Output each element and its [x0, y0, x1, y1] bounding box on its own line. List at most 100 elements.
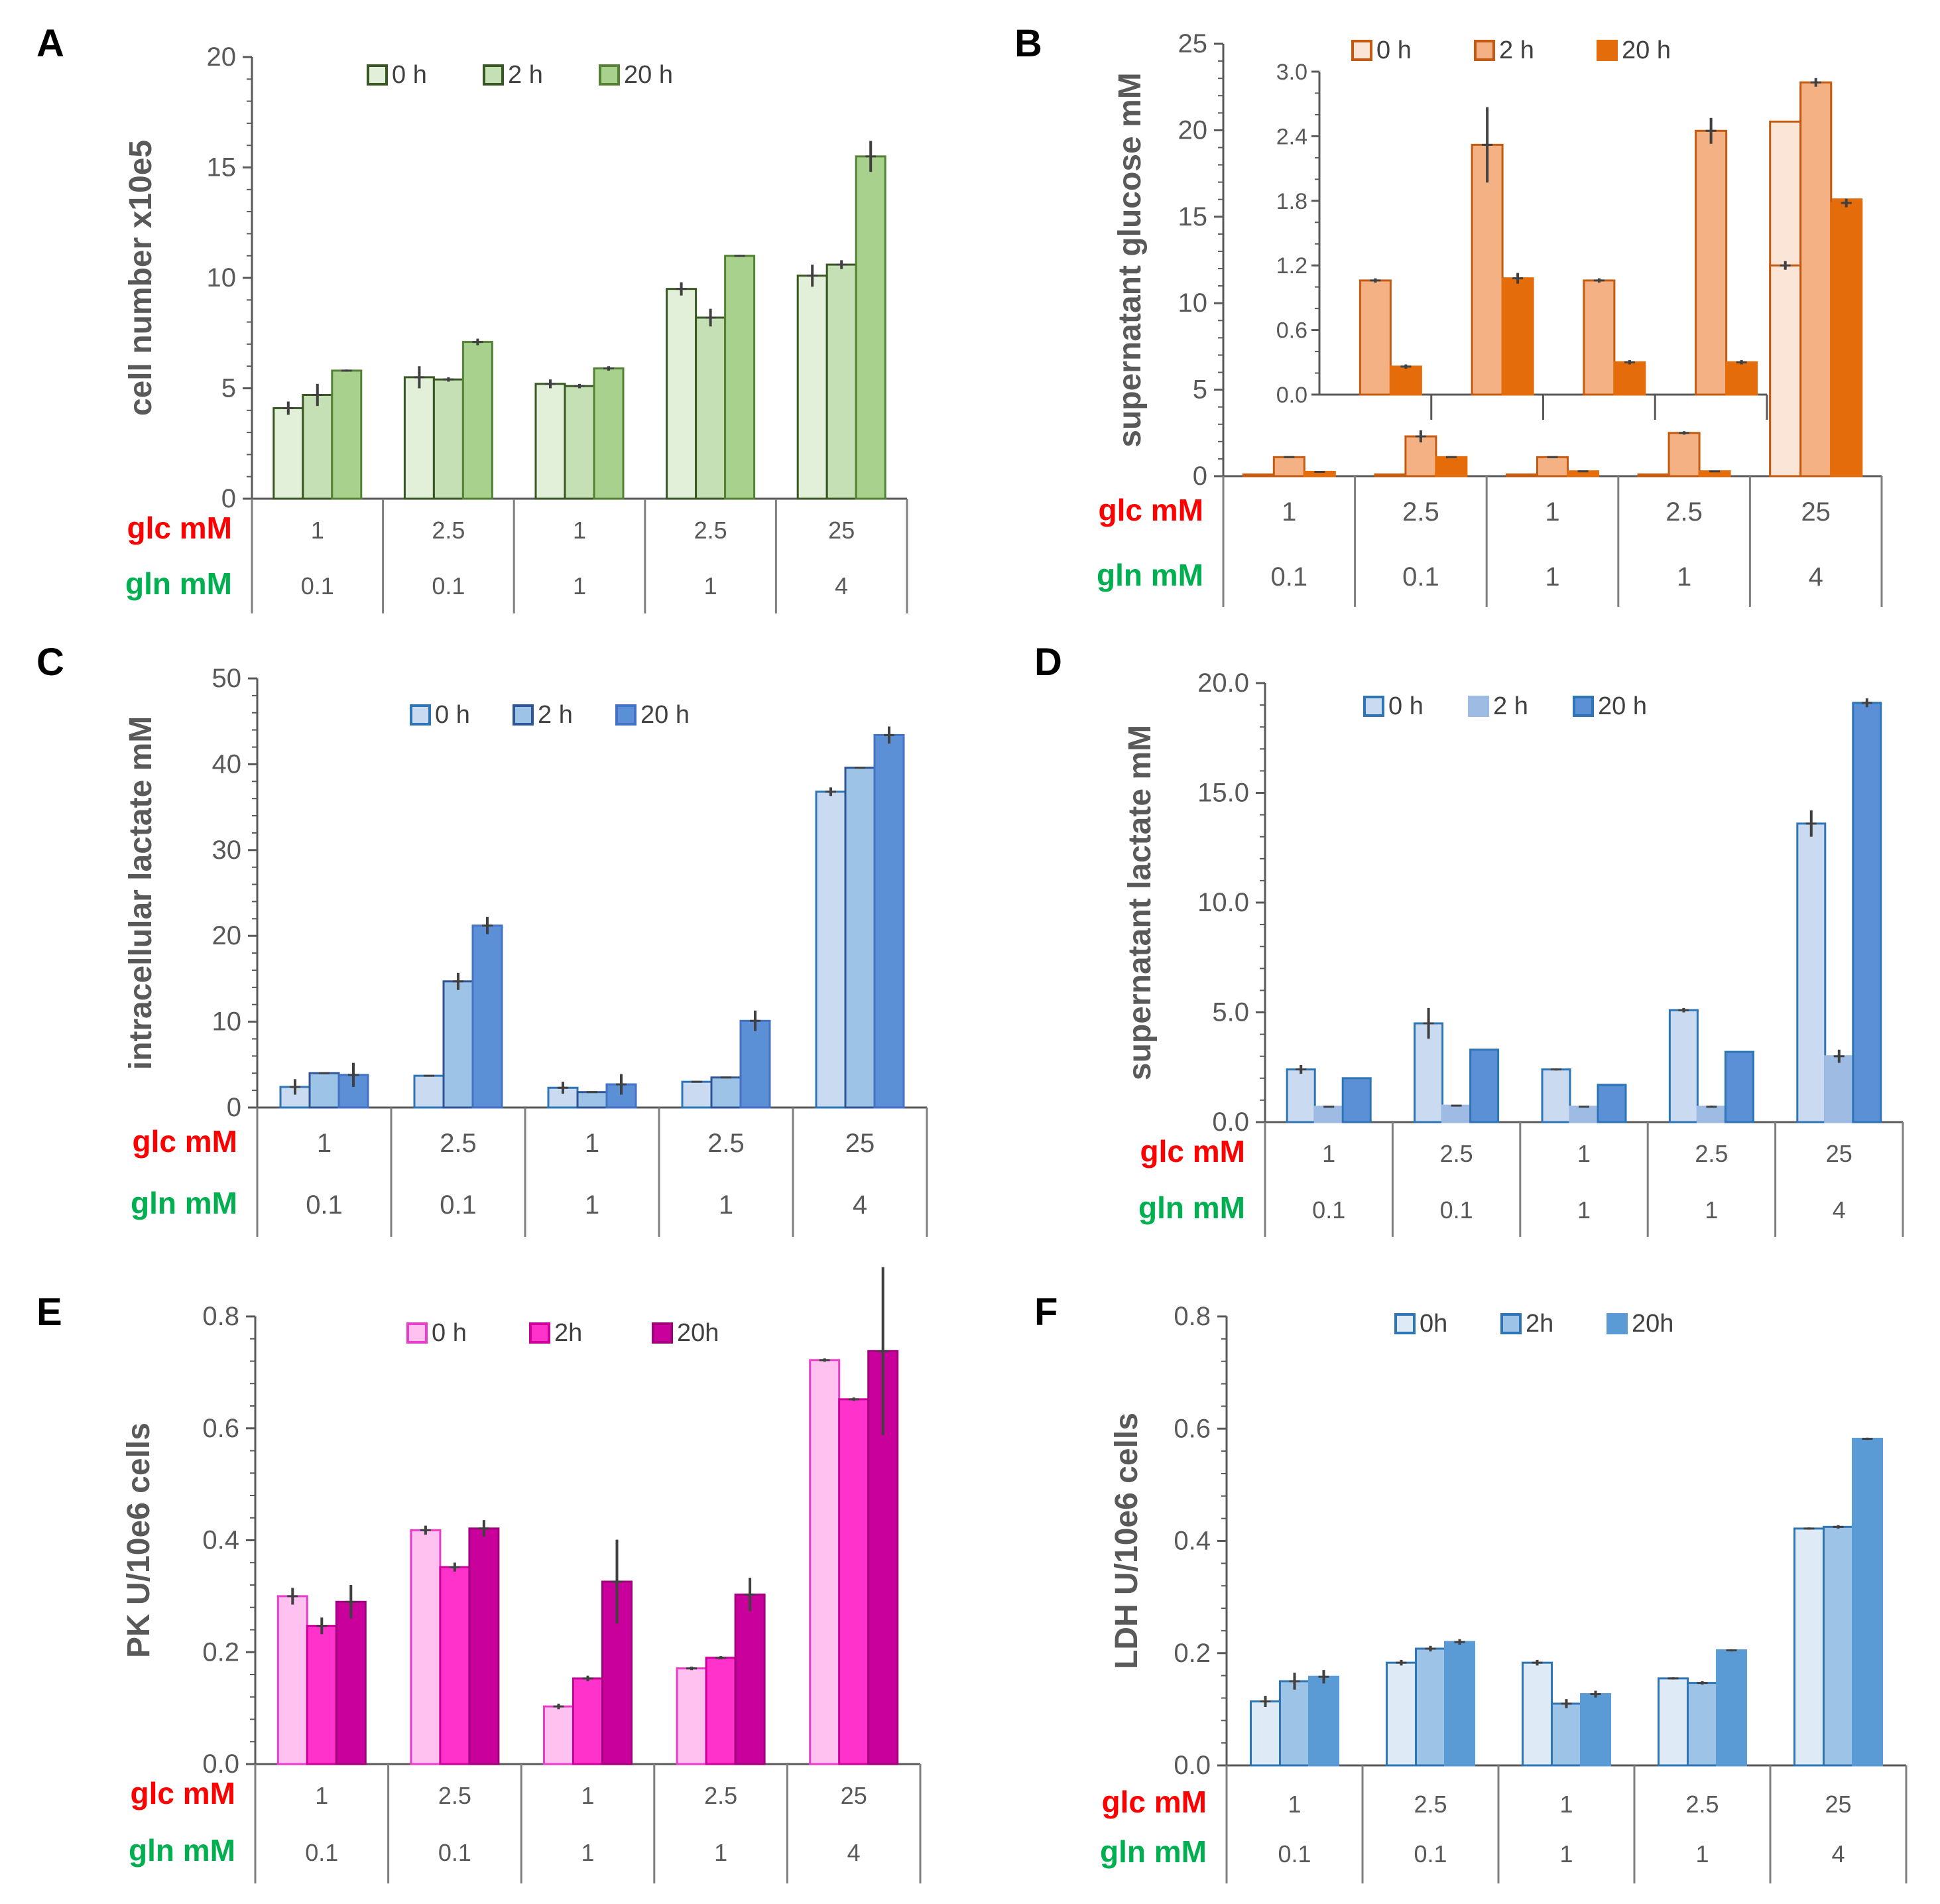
bar-E-0h — [276, 1595, 308, 1765]
y-tick-label: 0.8 — [202, 1302, 239, 1331]
glc-value: 2.5 — [440, 1129, 477, 1158]
y-tick-label: 10 — [207, 263, 237, 292]
legend-label: 0h — [1420, 1310, 1447, 1338]
gln-value: 4 — [853, 1190, 867, 1220]
bar-C-20h — [739, 1019, 771, 1109]
legend-label: 20 h — [1598, 692, 1647, 720]
glc-value: 2.5 — [438, 1782, 471, 1809]
bar-F-0h — [1522, 1661, 1553, 1767]
gln-value: 1 — [581, 1839, 594, 1866]
bar-B-2h — [1667, 432, 1701, 477]
inset-tall-bar-20h — [1830, 202, 1863, 477]
inset-tall-bar-0h — [1769, 264, 1802, 477]
glc-value: 25 — [1801, 497, 1831, 527]
y-tick-label: 0.6 — [1174, 1414, 1211, 1443]
glc-value: 25 — [828, 517, 855, 544]
panel-A: A 0 5 10 15 20 cell number x10e5 glc mM gln mM 1 0… — [36, 22, 908, 613]
gln-value: 0.1 — [440, 1190, 477, 1220]
y-tick-label: 20 — [212, 921, 242, 950]
y-tick-label: 20 — [207, 42, 237, 72]
legend-label: 0 h — [435, 701, 470, 729]
bar-E-0h — [676, 1667, 707, 1765]
gln-value: 1 — [1559, 1840, 1573, 1868]
bar-E-0h — [543, 1705, 574, 1765]
gln-value: 1 — [1577, 1196, 1591, 1224]
glc-row-label: glc mM — [127, 511, 232, 545]
y-tick-label: 15 — [207, 153, 237, 182]
bar-F-0h — [1793, 1527, 1825, 1767]
y-tick-label: 0.2 — [1174, 1639, 1211, 1668]
glc-value: 2.5 — [1402, 497, 1439, 527]
y-axis-label: supernatant lactate mM — [1122, 725, 1158, 1080]
bar-C-2h — [844, 767, 876, 1109]
bar-A-2h — [564, 385, 595, 500]
y-axis-label: PK U/10e6 cells — [121, 1423, 156, 1658]
bar-D-20h — [1341, 1077, 1372, 1123]
glc-value: 2.5 — [1666, 497, 1703, 527]
bar-A-0h — [796, 275, 828, 500]
y-tick-label: 50 — [212, 664, 242, 693]
legend-swatch — [406, 1322, 428, 1344]
bar-D-20h — [1469, 1048, 1500, 1123]
panel-B: B 0 5 10 15 20 25 supernatant glucose mM glc mM g… — [1014, 22, 1883, 607]
bar-A-20h — [855, 155, 886, 500]
gln-value: 1 — [1545, 562, 1559, 592]
panel-letter: E — [36, 1291, 62, 1334]
bar-F-20h — [1852, 1437, 1883, 1767]
legend-label: 0 h — [1376, 36, 1412, 64]
legend-swatch — [615, 704, 637, 726]
bar-E-2h — [439, 1566, 471, 1765]
bar-F-2h — [1279, 1680, 1310, 1767]
gln-value: 0.1 — [1270, 562, 1307, 592]
bar-A-2h — [695, 316, 727, 500]
bar-A-0h — [666, 288, 697, 500]
bar-F-0h — [1386, 1661, 1417, 1767]
panel-letter: F — [1034, 1291, 1058, 1334]
bar-C-0h — [815, 791, 847, 1109]
inset-bar-20h — [1613, 361, 1646, 396]
legend-label: 2 h — [1499, 36, 1534, 64]
gln-value: 0.1 — [305, 1839, 338, 1866]
y-axis-label: intracellular lactate mM — [123, 716, 158, 1070]
legend-label: 20h — [677, 1319, 719, 1347]
panel-F: F 0.0 0.2 0.4 0.6 0.8 LDH U/10e6 cells glc mM gl… — [1034, 1291, 1908, 1883]
bar-C-2h — [308, 1072, 340, 1109]
y-tick-label: 10.0 — [1197, 888, 1249, 917]
bar-E-2h — [572, 1677, 603, 1765]
y-axis-label: cell number x10e5 — [123, 140, 158, 416]
y-tick-label: 0 — [221, 484, 236, 513]
glc-value: 1 — [317, 1129, 332, 1158]
glc-value: 1 — [1577, 1140, 1591, 1167]
gln-value: 4 — [847, 1839, 861, 1866]
bar-F-20h — [1716, 1649, 1747, 1767]
gln-value: 0.1 — [1414, 1840, 1447, 1868]
bar-B-2h — [1536, 456, 1569, 477]
glc-value: 1 — [585, 1129, 599, 1158]
legend-label: 0 h — [392, 61, 427, 89]
glc-row-label: glc mM — [1099, 493, 1203, 527]
legend-swatch — [1597, 40, 1618, 61]
y-tick-label: 0.0 — [202, 1749, 239, 1779]
gln-value: 1 — [573, 572, 586, 600]
y-tick-label: 15 — [1178, 202, 1208, 231]
glc-value: 1 — [1322, 1140, 1335, 1167]
y-tick-label: 10 — [1178, 288, 1208, 318]
glc-value: 1 — [573, 517, 586, 544]
glc-value: 25 — [845, 1129, 875, 1158]
bar-A-2h — [825, 263, 857, 500]
bar-B-2h — [1272, 456, 1305, 477]
bar-D-2h — [1569, 1106, 1599, 1123]
inset-bar-2h — [1359, 279, 1392, 396]
glc-value: 2.5 — [1695, 1140, 1728, 1167]
bar-C-2h — [576, 1091, 608, 1109]
bar-A-0h — [273, 407, 304, 500]
inset-bar-20h — [1501, 277, 1534, 396]
glc-value: 2.5 — [707, 1129, 745, 1158]
legend-swatch — [1500, 1313, 1522, 1334]
panel-letter: C — [36, 641, 64, 684]
legend-swatch — [1351, 40, 1372, 61]
panel-letter: B — [1014, 22, 1042, 65]
panel-D: D 0.0 5.0 10.0 15.0 20.0 supernatant lactate m… — [1034, 641, 1904, 1237]
bar-B-0h — [1506, 473, 1538, 477]
legend-label: 2h — [1526, 1310, 1553, 1338]
